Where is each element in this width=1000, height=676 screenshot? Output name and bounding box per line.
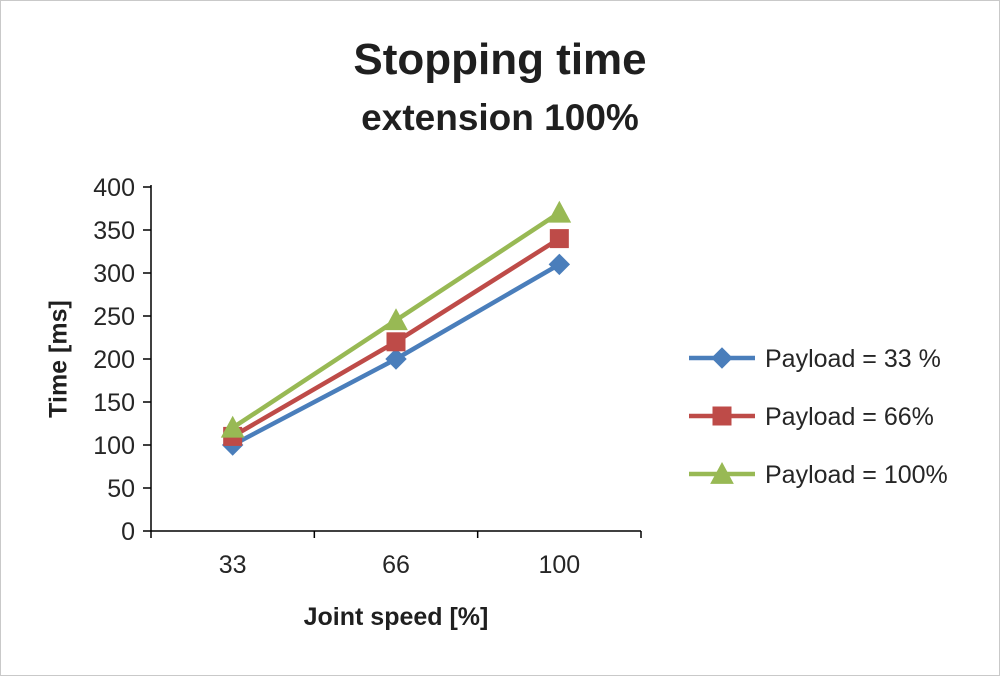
legend-label: Payload = 33 %: [765, 345, 941, 373]
legend: Payload = 33 % Payload = 66% Payload = 100…: [689, 345, 948, 489]
x-axis-title: Joint speed [%]: [303, 603, 489, 631]
square-marker: [712, 406, 732, 426]
triangle-marker: [220, 415, 245, 438]
legend-label: Payload = 100%: [765, 461, 948, 489]
legend-item: Payload = 66%: [689, 403, 934, 431]
triangle-marker: [710, 461, 734, 484]
y-tick-label: 200: [93, 346, 135, 374]
diamond-marker: [548, 253, 571, 276]
legend-item: Payload = 33 %: [689, 345, 941, 373]
y-tick-label: 400: [93, 174, 135, 202]
x-axis: 33 66 100: [150, 530, 642, 579]
y-tick-label: 50: [107, 475, 135, 503]
y-tick-label: 0: [121, 518, 135, 546]
series-payload-66: [223, 229, 569, 446]
triangle-marker: [384, 308, 408, 331]
legend-item: Payload = 100%: [689, 461, 948, 489]
y-tick-label: 250: [93, 303, 135, 331]
x-tick-label: 66: [382, 551, 410, 579]
series-payload-100: [220, 200, 572, 438]
y-tick-label: 150: [93, 389, 135, 417]
diamond-marker: [385, 348, 407, 370]
diamond-marker: [711, 347, 733, 369]
series-payload-33: [221, 253, 571, 456]
square-marker: [386, 332, 406, 352]
triangle-marker: [547, 200, 572, 223]
y-axis: 0 50 100 150 200 250 300 350 400: [93, 174, 152, 546]
y-tick-label: 350: [93, 217, 135, 245]
y-axis-title: Time [ms]: [44, 300, 73, 418]
chart-title: Stopping time: [353, 35, 647, 84]
x-tick-label: 100: [538, 551, 580, 579]
legend-label: Payload = 66%: [765, 403, 934, 431]
chart-subtitle: extension 100%: [361, 97, 639, 138]
y-tick-label: 300: [93, 260, 135, 288]
square-marker: [549, 229, 569, 249]
y-tick-label: 100: [93, 432, 135, 460]
x-tick-label: 33: [219, 551, 247, 579]
